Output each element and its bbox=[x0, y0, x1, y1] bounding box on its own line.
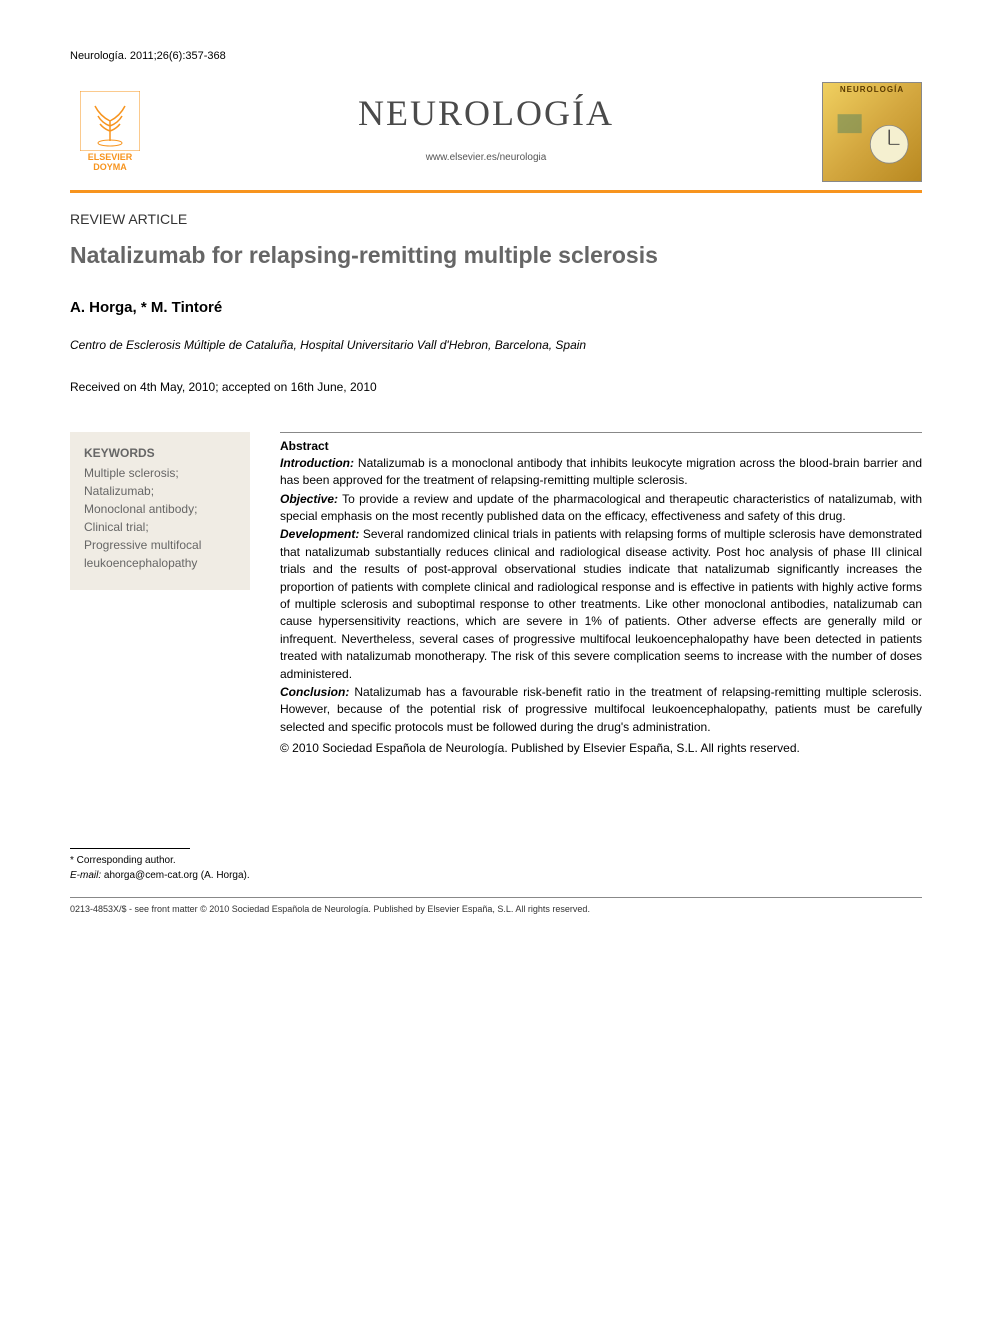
article-type: REVIEW ARTICLE bbox=[70, 211, 922, 227]
abstract-top-rule bbox=[280, 432, 922, 433]
abstract-column: Abstract Introduction: Natalizumab is a … bbox=[280, 432, 922, 758]
article-title: Natalizumab for relapsing-remitting mult… bbox=[70, 241, 922, 271]
corresponding-email-line: E-mail: ahorga@cem-cat.org (A. Horga). bbox=[70, 868, 922, 883]
abstract-copyright: © 2010 Sociedad Española de Neurología. … bbox=[280, 740, 922, 757]
affiliation: Centro de Esclerosis Múltiple de Cataluñ… bbox=[70, 338, 922, 352]
keywords-list: Multiple sclerosis; Natalizumab; Monoclo… bbox=[84, 464, 236, 572]
abstract-conclusion: Conclusion: Natalizumab has a favourable… bbox=[280, 684, 922, 736]
introduction-label: Introduction: bbox=[280, 456, 354, 470]
development-text: Several randomized clinical trials in pa… bbox=[280, 527, 922, 680]
journal-title-block: NEUROLOGÍA www.elsevier.es/neurologia bbox=[150, 82, 822, 163]
journal-header: ELSEVIER DOYMA NEUROLOGÍA www.elsevier.e… bbox=[70, 82, 922, 182]
publisher-logo: ELSEVIER DOYMA bbox=[70, 82, 150, 182]
footnote-block: * Corresponding author. E-mail: ahorga@c… bbox=[70, 853, 922, 883]
authors: A. Horga, * M. Tintoré bbox=[70, 299, 922, 316]
objective-text: To provide a review and update of the ph… bbox=[280, 492, 922, 523]
corresponding-author-note: * Corresponding author. bbox=[70, 853, 922, 868]
keywords-box: KEYWORDS Multiple sclerosis; Natalizumab… bbox=[70, 432, 250, 590]
journal-cover-thumbnail: NEUROLOGÍA bbox=[822, 82, 922, 182]
introduction-text: Natalizumab is a monoclonal antibody tha… bbox=[280, 456, 922, 487]
development-label: Development: bbox=[280, 527, 359, 541]
abstract-development: Development: Several randomized clinical… bbox=[280, 526, 922, 683]
issn-line: 0213-4853X/$ - see front matter © 2010 S… bbox=[70, 904, 922, 914]
article-dates: Received on 4th May, 2010; accepted on 1… bbox=[70, 380, 922, 394]
abstract-heading: Abstract bbox=[280, 439, 922, 453]
cover-label: NEUROLOGÍA bbox=[823, 85, 921, 94]
content-row: KEYWORDS Multiple sclerosis; Natalizumab… bbox=[70, 432, 922, 758]
issn-rule bbox=[70, 897, 922, 898]
cover-art-icon bbox=[823, 97, 921, 183]
abstract-introduction: Introduction: Natalizumab is a monoclona… bbox=[280, 455, 922, 490]
journal-url: www.elsevier.es/neurologia bbox=[150, 152, 822, 163]
conclusion-text: Natalizumab has a favourable risk-benefi… bbox=[280, 685, 922, 734]
footnote-rule bbox=[70, 848, 190, 849]
objective-label: Objective: bbox=[280, 492, 338, 506]
keywords-heading: KEYWORDS bbox=[84, 446, 236, 460]
abstract-objective: Objective: To provide a review and updat… bbox=[280, 491, 922, 526]
email-value: ahorga@cem-cat.org (A. Horga). bbox=[101, 870, 250, 881]
header-divider bbox=[70, 190, 922, 193]
elsevier-tree-icon bbox=[80, 91, 140, 151]
citation-line: Neurología. 2011;26(6):357-368 bbox=[70, 50, 922, 62]
email-label: E-mail: bbox=[70, 870, 101, 881]
journal-title: NEUROLOGÍA bbox=[150, 92, 822, 134]
conclusion-label: Conclusion: bbox=[280, 685, 349, 699]
publisher-name: ELSEVIER DOYMA bbox=[70, 153, 150, 173]
